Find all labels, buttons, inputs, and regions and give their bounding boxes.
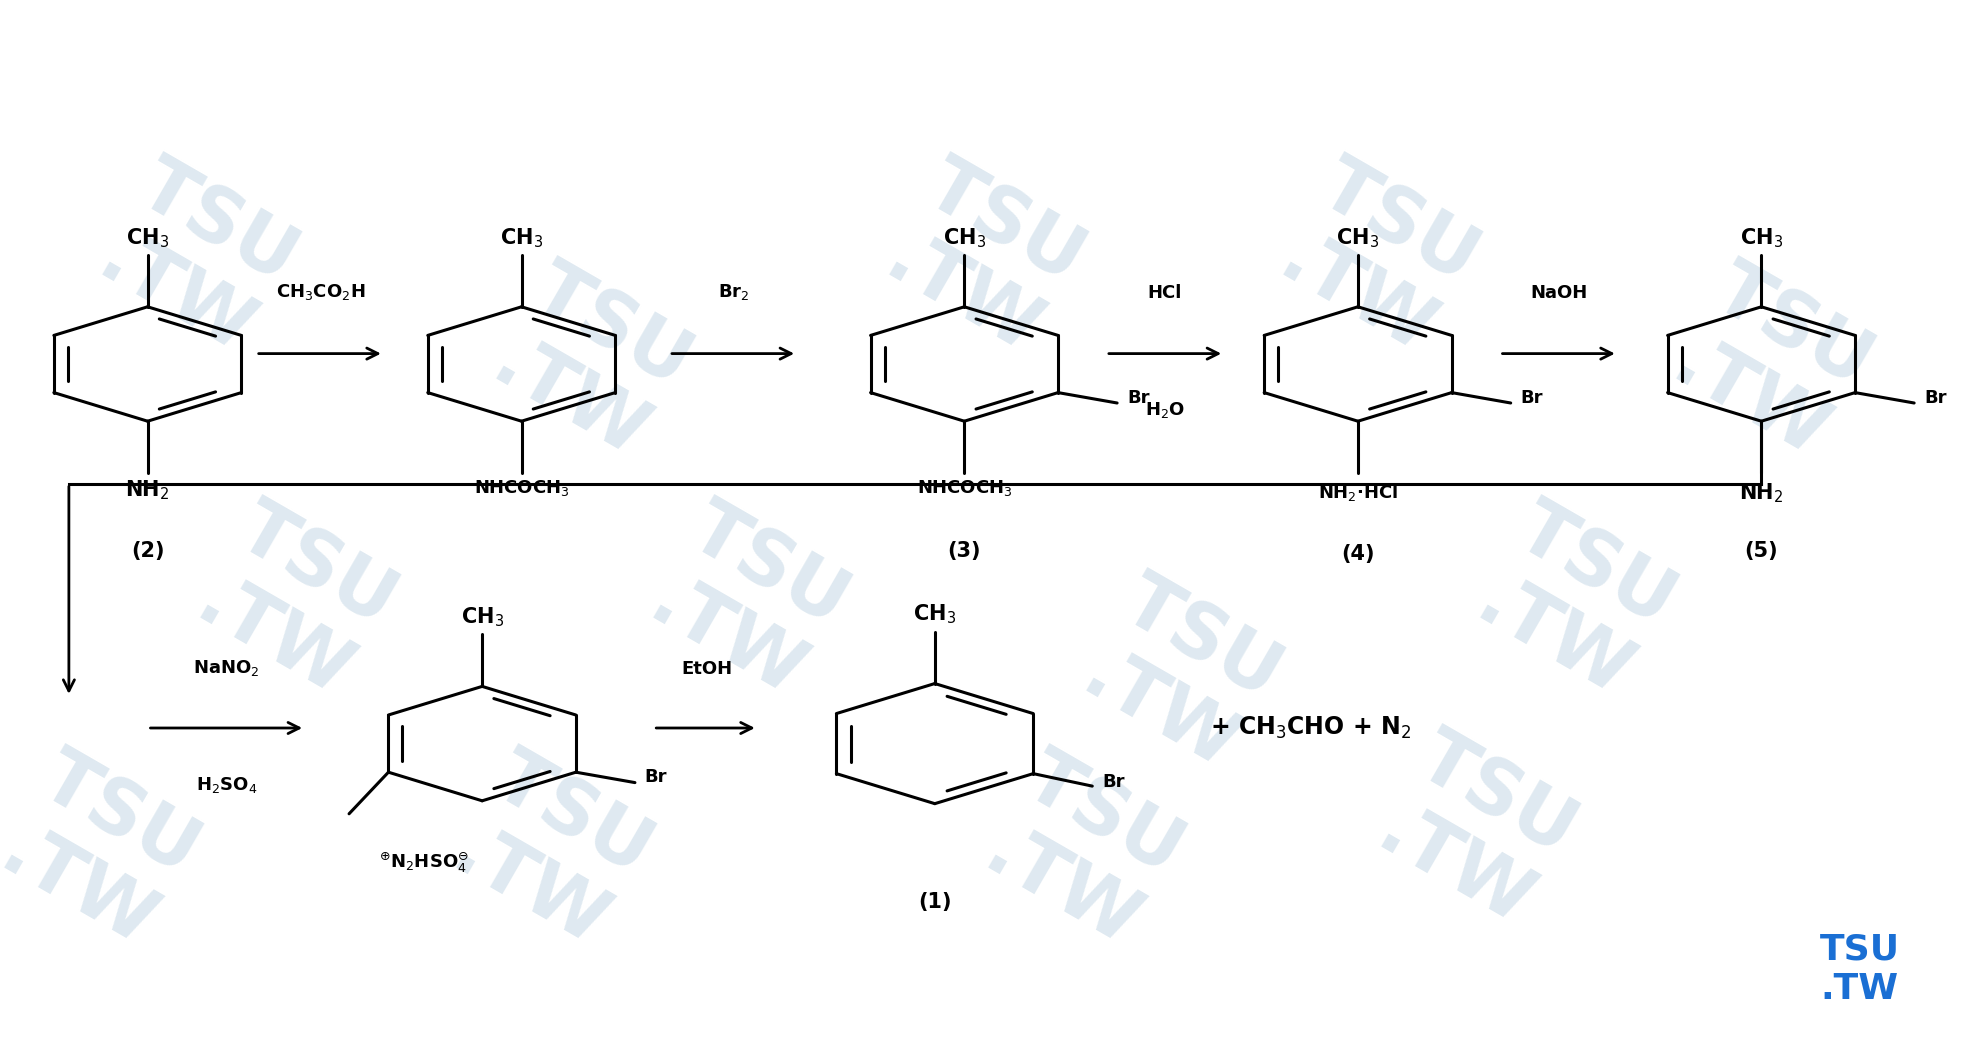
Text: $^{\oplus}$N$_2$HSO$_4^{\ominus}$: $^{\oplus}$N$_2$HSO$_4^{\ominus}$ xyxy=(378,851,468,875)
Text: NaOH: NaOH xyxy=(1529,284,1588,302)
Text: NHCOCH$_3$: NHCOCH$_3$ xyxy=(917,478,1012,498)
Text: Br: Br xyxy=(646,769,667,786)
Text: TSU
.TW: TSU .TW xyxy=(476,253,705,475)
Text: TSU
.TW: TSU .TW xyxy=(83,149,311,371)
Text: CH$_3$: CH$_3$ xyxy=(126,226,169,250)
Text: TSU
.TW: TSU .TW xyxy=(181,492,409,714)
Text: TSU
.TW: TSU .TW xyxy=(0,742,213,964)
Text: NH$_2$·HCl: NH$_2$·HCl xyxy=(1319,482,1397,502)
Text: CH$_3$CO$_2$H: CH$_3$CO$_2$H xyxy=(276,282,366,302)
Text: TSU
.TW: TSU .TW xyxy=(1067,565,1295,787)
Text: Br$_2$: Br$_2$ xyxy=(718,282,750,302)
Text: TSU
.TW: TSU .TW xyxy=(1820,933,1899,1006)
Text: TSU
.TW: TSU .TW xyxy=(437,742,665,964)
Text: Br: Br xyxy=(1102,773,1124,791)
Text: TSU
.TW: TSU .TW xyxy=(968,742,1197,964)
Text: (3): (3) xyxy=(947,541,982,561)
Text: H$_2$SO$_4$: H$_2$SO$_4$ xyxy=(195,775,258,795)
Text: NH$_2$: NH$_2$ xyxy=(1740,482,1783,505)
Text: (1): (1) xyxy=(917,892,953,912)
Text: (2): (2) xyxy=(130,541,165,561)
Text: TSU
.TW: TSU .TW xyxy=(870,149,1098,371)
Text: NH$_2$: NH$_2$ xyxy=(126,478,169,502)
Text: CH$_3$: CH$_3$ xyxy=(943,226,986,250)
Text: EtOH: EtOH xyxy=(681,660,732,678)
Text: Br: Br xyxy=(1521,389,1543,407)
Text: TSU
.TW: TSU .TW xyxy=(634,492,862,714)
Text: Br: Br xyxy=(1128,389,1149,407)
Text: CH$_3$: CH$_3$ xyxy=(1336,226,1380,250)
Text: CH$_3$: CH$_3$ xyxy=(913,603,956,626)
Text: HCl: HCl xyxy=(1147,284,1183,302)
Text: NaNO$_2$: NaNO$_2$ xyxy=(193,658,260,678)
Text: CH$_3$: CH$_3$ xyxy=(461,605,504,629)
Text: (4): (4) xyxy=(1340,544,1376,564)
Text: TSU
.TW: TSU .TW xyxy=(1263,149,1492,371)
Text: + CH$_3$CHO + N$_2$: + CH$_3$CHO + N$_2$ xyxy=(1210,714,1411,742)
Text: Br: Br xyxy=(1925,389,1946,407)
Text: TSU
.TW: TSU .TW xyxy=(1362,721,1590,943)
Text: (5): (5) xyxy=(1744,541,1779,561)
Text: TSU
.TW: TSU .TW xyxy=(1657,253,1885,475)
Text: CH$_3$: CH$_3$ xyxy=(500,226,543,250)
Text: H$_2$O: H$_2$O xyxy=(1145,400,1185,420)
Text: TSU
.TW: TSU .TW xyxy=(1460,492,1689,714)
Text: NHCOCH$_3$: NHCOCH$_3$ xyxy=(474,478,569,498)
Text: CH$_3$: CH$_3$ xyxy=(1740,226,1783,250)
